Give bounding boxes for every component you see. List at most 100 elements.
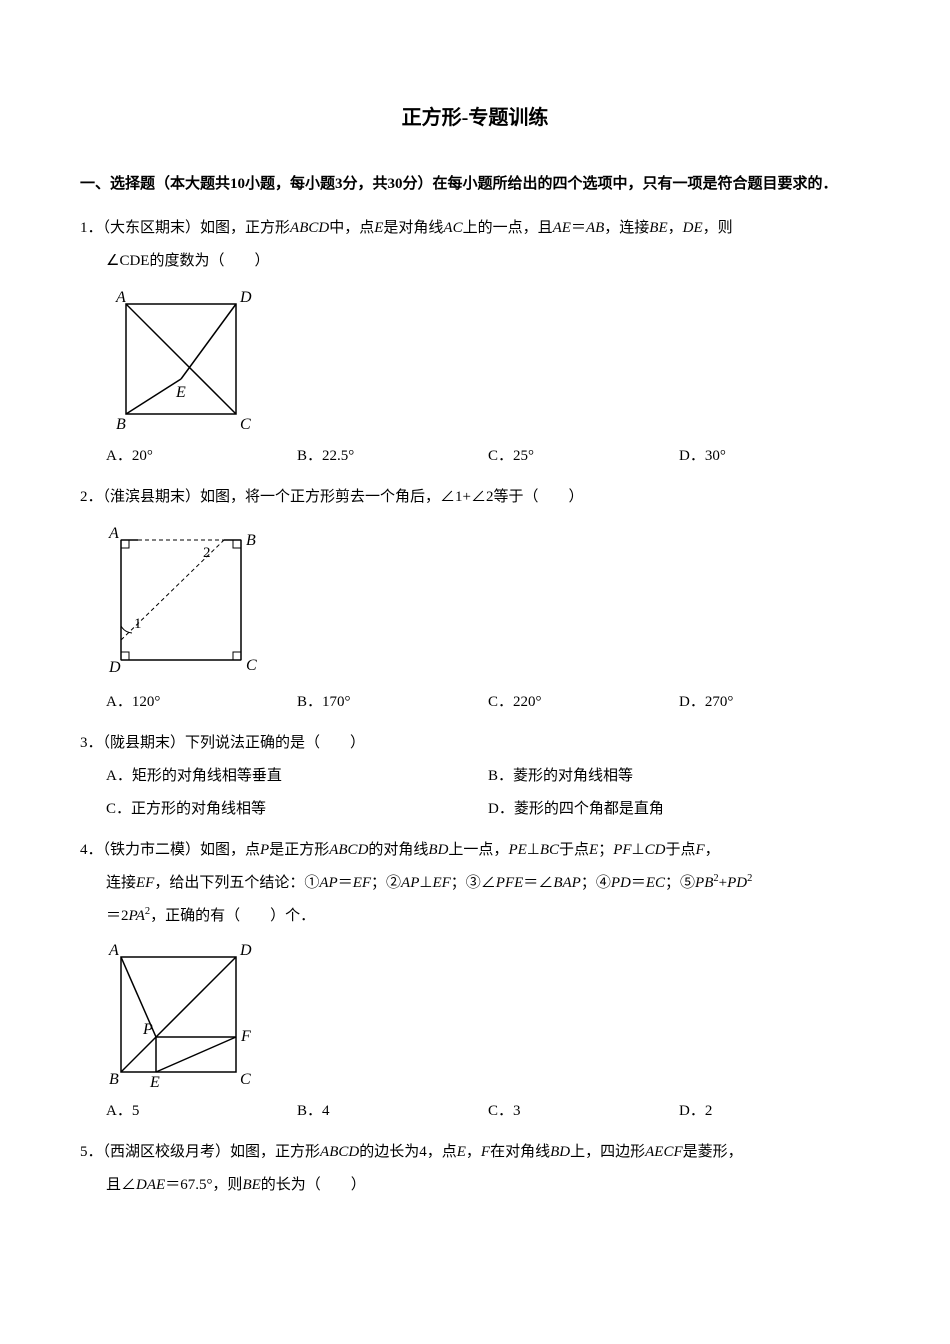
q2-optB: B．170° bbox=[297, 686, 488, 719]
q4-comma1: ， bbox=[705, 842, 720, 858]
q4-l3a: ＝2 bbox=[106, 908, 129, 924]
q4-semi: ； bbox=[598, 842, 613, 858]
q4-tc: 的对角线 bbox=[368, 842, 428, 858]
q1-figure: A D B C E bbox=[80, 284, 870, 434]
q4-l2c: ；② bbox=[371, 875, 401, 891]
q1-tf: ，则 bbox=[703, 220, 733, 236]
q4-tb: 是正方形 bbox=[269, 842, 329, 858]
q1-svg: A D B C E bbox=[106, 284, 256, 434]
q4-cd: CD bbox=[645, 842, 666, 858]
q4-eq3: ＝ bbox=[631, 875, 646, 891]
q4-pd2: PD bbox=[727, 875, 747, 891]
q4-optB: B．4 bbox=[297, 1095, 488, 1128]
q4-labelA: A bbox=[108, 942, 119, 959]
q5-l2b: ＝67.5°，则 bbox=[165, 1177, 242, 1193]
q4-ec: EC bbox=[646, 875, 665, 891]
q4-pe: PE bbox=[508, 842, 526, 858]
q1-ab: AB bbox=[586, 220, 604, 236]
q4-pb: PB bbox=[695, 875, 713, 891]
q4-ap2: AP bbox=[401, 875, 419, 891]
q5-l2a: 且∠ bbox=[106, 1177, 136, 1193]
q4-tf: 于点 bbox=[665, 842, 695, 858]
q4-pd: PD bbox=[611, 875, 631, 891]
q4-ef3: EF bbox=[432, 875, 450, 891]
q5-te: 是菱形， bbox=[683, 1144, 743, 1160]
q1-text2: ∠CDE的度数为（ ） bbox=[80, 245, 870, 278]
q5-aecf: AECF bbox=[645, 1144, 683, 1160]
q1-source: （大东区期末） bbox=[103, 220, 201, 236]
q4-ap: AP bbox=[319, 875, 337, 891]
q1-comma: ， bbox=[668, 220, 683, 236]
q2-figure: A B C D 1 2 bbox=[80, 520, 870, 680]
section-header: 一、选择题（本大题共10小题，每小题3分，共30分）在每小题所给出的四个选项中，… bbox=[80, 166, 870, 202]
q1-angle: ∠CDE bbox=[106, 253, 149, 269]
q4-l2a: 连接 bbox=[106, 875, 136, 891]
q2-labelB: B bbox=[246, 532, 256, 549]
q5-e: E bbox=[457, 1144, 466, 1160]
question-3: 3．（陇县期末）下列说法正确的是（ ） A．矩形的对角线相等垂直 B．菱形的对角… bbox=[80, 727, 870, 826]
q1-ta: 如图，正方形 bbox=[200, 220, 290, 236]
q1-optD: D．30° bbox=[679, 440, 870, 473]
q4-td: 上一点， bbox=[448, 842, 508, 858]
q1-tb: 中，点 bbox=[329, 220, 374, 236]
q4-l2d: ；③∠ bbox=[451, 875, 496, 891]
q5-c1: ， bbox=[466, 1144, 481, 1160]
q1-eq: ＝ bbox=[571, 220, 586, 236]
q4-eq2: ＝∠ bbox=[523, 875, 553, 891]
q4-eq1: ＝ bbox=[338, 875, 353, 891]
q2-optC: C．220° bbox=[488, 686, 679, 719]
q4-p: P bbox=[260, 842, 269, 858]
q5-ta: 如图，正方形 bbox=[230, 1144, 320, 1160]
q4-perp2: ⊥ bbox=[632, 842, 645, 858]
q4-ef2: EF bbox=[353, 875, 371, 891]
q3-num: 3． bbox=[80, 735, 103, 751]
q2-optA: A．120° bbox=[106, 686, 297, 719]
q4-abcd: ABCD bbox=[329, 842, 368, 858]
q5-dae: DAE bbox=[136, 1177, 165, 1193]
q4-text2: 连接EF，给出下列五个结论：①AP＝EF；②AP⊥EF；③∠PFE＝∠BAP；④… bbox=[80, 867, 870, 900]
question-5: 5．（西湖区校级月考）如图，正方形ABCD的边长为4，点E，F在对角线BD上，四… bbox=[80, 1136, 870, 1202]
q4-labelF: F bbox=[240, 1028, 251, 1045]
q4-labelP: P bbox=[142, 1021, 153, 1038]
question-2: 2．（淮滨县期末）如图，将一个正方形剪去一个角后，∠1+∠2等于（ ） A B … bbox=[80, 481, 870, 719]
q1-ac: AC bbox=[443, 220, 462, 236]
q4-optC: C．3 bbox=[488, 1095, 679, 1128]
q5-tb: 的边长为4，点 bbox=[359, 1144, 457, 1160]
q1-optC: C．25° bbox=[488, 440, 679, 473]
question-1: 1．（大东区期末）如图，正方形ABCD中，点E是对角线AC上的一点，且AE＝AB… bbox=[80, 212, 870, 473]
q2-options: A．120° B．170° C．220° D．270° bbox=[80, 686, 870, 719]
q4-bd: BD bbox=[428, 842, 448, 858]
q5-f: F bbox=[481, 1144, 490, 1160]
q2-svg: A B C D 1 2 bbox=[106, 520, 266, 680]
q1-labelD: D bbox=[239, 289, 252, 306]
q4-optD: D．2 bbox=[679, 1095, 870, 1128]
q1-labelB: B bbox=[116, 416, 126, 433]
q1-labelC: C bbox=[240, 416, 251, 433]
q2-ta: 如图，将一个正方形剪去一个角后，∠1+∠2等于（ ） bbox=[200, 489, 583, 505]
q3-source: （陇县期末） bbox=[103, 735, 186, 751]
q3-text: 3．（陇县期末）下列说法正确的是（ ） bbox=[80, 727, 870, 760]
q5-be: BE bbox=[242, 1177, 260, 1193]
q5-bd: BD bbox=[550, 1144, 570, 1160]
q3-optD: D．菱形的四个角都是直角 bbox=[488, 793, 870, 826]
q4-l2e: ；④ bbox=[581, 875, 611, 891]
q1-td: 上的一点，且 bbox=[463, 220, 553, 236]
q5-source: （西湖区校级月考） bbox=[103, 1144, 231, 1160]
q2-num: 2． bbox=[80, 489, 103, 505]
q1-tg: 的度数为（ ） bbox=[149, 253, 269, 269]
q3-optA: A．矩形的对角线相等垂直 bbox=[106, 760, 488, 793]
q4-pa: PA bbox=[129, 908, 145, 924]
q4-ta: 如图，点 bbox=[200, 842, 260, 858]
q5-tc: 在对角线 bbox=[490, 1144, 550, 1160]
q3-optC: C．正方形的对角线相等 bbox=[106, 793, 488, 826]
q4-e: E bbox=[589, 842, 598, 858]
q4-labelC: C bbox=[240, 1071, 251, 1088]
q4-l3b: ，正确的有（ ）个． bbox=[150, 908, 315, 924]
q4-pfe: PFE bbox=[496, 875, 524, 891]
q4-num: 4． bbox=[80, 842, 103, 858]
q4-source: （铁力市二模） bbox=[103, 842, 201, 858]
q4-labelD: D bbox=[239, 942, 252, 959]
q1-de: DE bbox=[683, 220, 703, 236]
q5-abcd: ABCD bbox=[320, 1144, 359, 1160]
question-4: 4．（铁力市二模）如图，点P是正方形ABCD的对角线BD上一点，PE⊥BC于点E… bbox=[80, 834, 870, 1128]
